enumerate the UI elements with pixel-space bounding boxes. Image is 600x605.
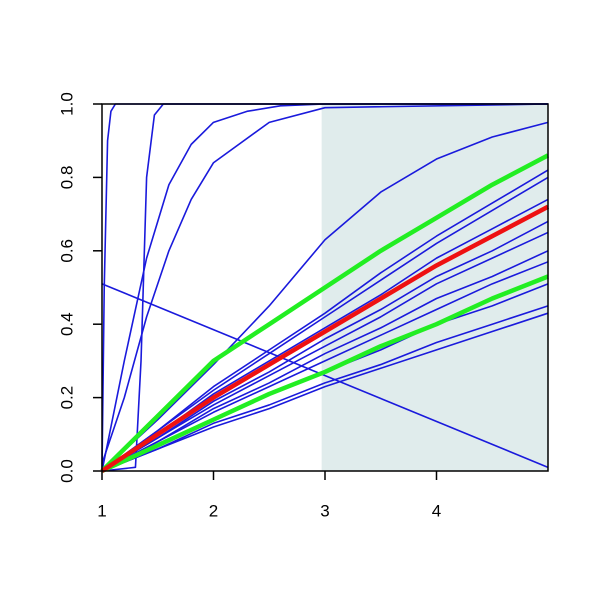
y-tick-label: 0.2 [57, 386, 76, 410]
series-line [101, 274, 549, 474]
series-line [101, 176, 549, 472]
series-line [101, 305, 549, 472]
series-line [101, 103, 548, 472]
series-line [101, 283, 549, 469]
x-tick-label: 1 [97, 501, 106, 520]
series-line [101, 250, 549, 472]
y-tick-label: 0.8 [57, 166, 76, 190]
series-line [101, 261, 549, 472]
y-tick-label: 0.4 [57, 312, 76, 336]
series-line [101, 231, 549, 472]
y-tick-label: 1.0 [57, 92, 76, 116]
y-tick-label: 0.6 [57, 239, 76, 263]
series-line [101, 169, 549, 472]
x-tick-label: 4 [432, 501, 441, 520]
series-line [101, 103, 549, 464]
series-line [101, 312, 549, 472]
series-line [101, 220, 549, 472]
series-line [100, 153, 550, 473]
x-tick-label: 2 [209, 501, 218, 520]
y-tick-label: 0.0 [57, 459, 76, 483]
series-line [100, 204, 550, 473]
series-line [101, 121, 549, 472]
x-tick-label: 3 [320, 501, 329, 520]
